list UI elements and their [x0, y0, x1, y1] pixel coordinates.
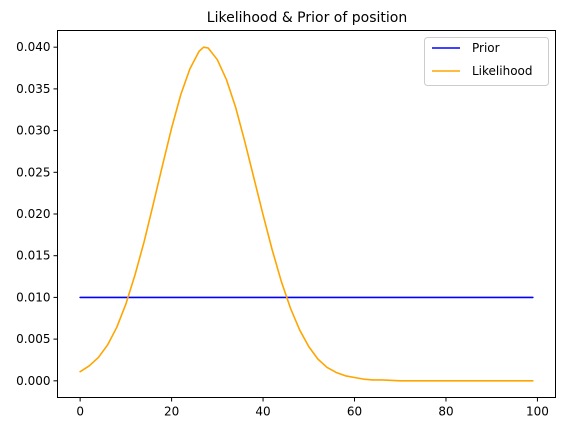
- y-tick-label: 0.040: [16, 40, 50, 54]
- y-tick-label: 0.030: [16, 124, 50, 138]
- chart-title: Likelihood & Prior of position: [207, 10, 407, 26]
- y-tick-label: 0.000: [16, 374, 50, 388]
- x-tick-label: 20: [164, 405, 179, 419]
- x-tick-label: 0: [76, 405, 84, 419]
- x-tick-label: 60: [347, 405, 362, 419]
- x-tick-label: 80: [438, 405, 453, 419]
- legend-label-likelihood: Likelihood: [472, 64, 533, 78]
- legend-label-prior: Prior: [472, 41, 500, 55]
- x-tick-label: 100: [526, 405, 549, 419]
- y-tick-label: 0.010: [16, 290, 50, 304]
- legend: Prior Likelihood: [424, 37, 549, 86]
- legend-box: [424, 37, 549, 86]
- y-tick-label: 0.005: [16, 332, 50, 346]
- x-tick-label: 40: [255, 405, 270, 419]
- axes: 0 20 40 60 80 100 0.000 0.005 0.010 0.015 0.020 0.0…: [16, 40, 549, 418]
- y-tick-label: 0.035: [16, 82, 50, 96]
- y-tick-label: 0.015: [16, 249, 50, 263]
- y-tick-label: 0.025: [16, 165, 50, 179]
- series-line-likelihood: [79, 46, 534, 382]
- y-tick-label: 0.020: [16, 207, 50, 221]
- plot-area: [79, 46, 534, 382]
